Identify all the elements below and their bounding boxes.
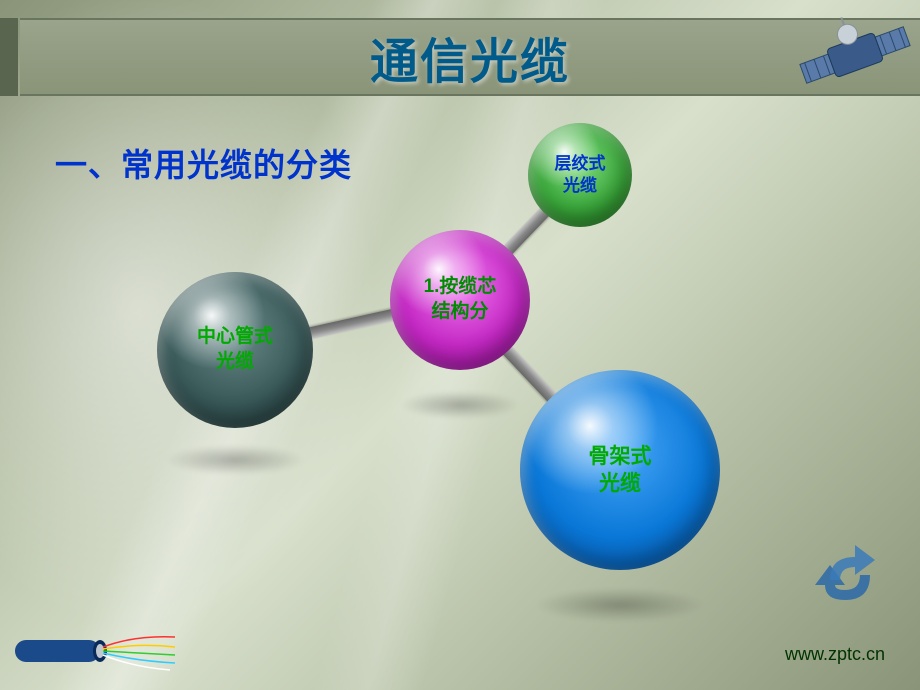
title-bar: 通信光缆 (20, 18, 920, 96)
title-bar-stripe (0, 18, 18, 96)
cable-icon (15, 625, 185, 675)
node-label: 光缆 (216, 350, 254, 375)
node-label: 中心管式 (197, 325, 273, 350)
node-label: 骨架式 (589, 443, 652, 470)
footer-url: www.zptc.cn (785, 644, 885, 665)
node-label: 1.按缆芯 (424, 275, 497, 300)
node-shadow (165, 445, 305, 475)
satellite-icon (795, 5, 915, 105)
node-label: 光缆 (599, 470, 641, 497)
node-label: 光缆 (563, 175, 597, 197)
slide-title: 通信光缆 (370, 22, 570, 92)
slide-subtitle: 一、常用光缆的分类 (55, 140, 352, 186)
node-shadow (400, 391, 520, 419)
node-n2: 中心管式光缆 (157, 272, 313, 428)
node-n1: 层绞式光缆 (528, 123, 632, 227)
node-label: 层绞式 (555, 153, 606, 175)
node-label: 结构分 (431, 300, 488, 325)
node-n3: 骨架式光缆 (520, 370, 720, 570)
center-node: 1.按缆芯结构分 (390, 230, 530, 370)
node-shadow (535, 588, 705, 622)
arrow-ribbon-icon (800, 530, 890, 620)
